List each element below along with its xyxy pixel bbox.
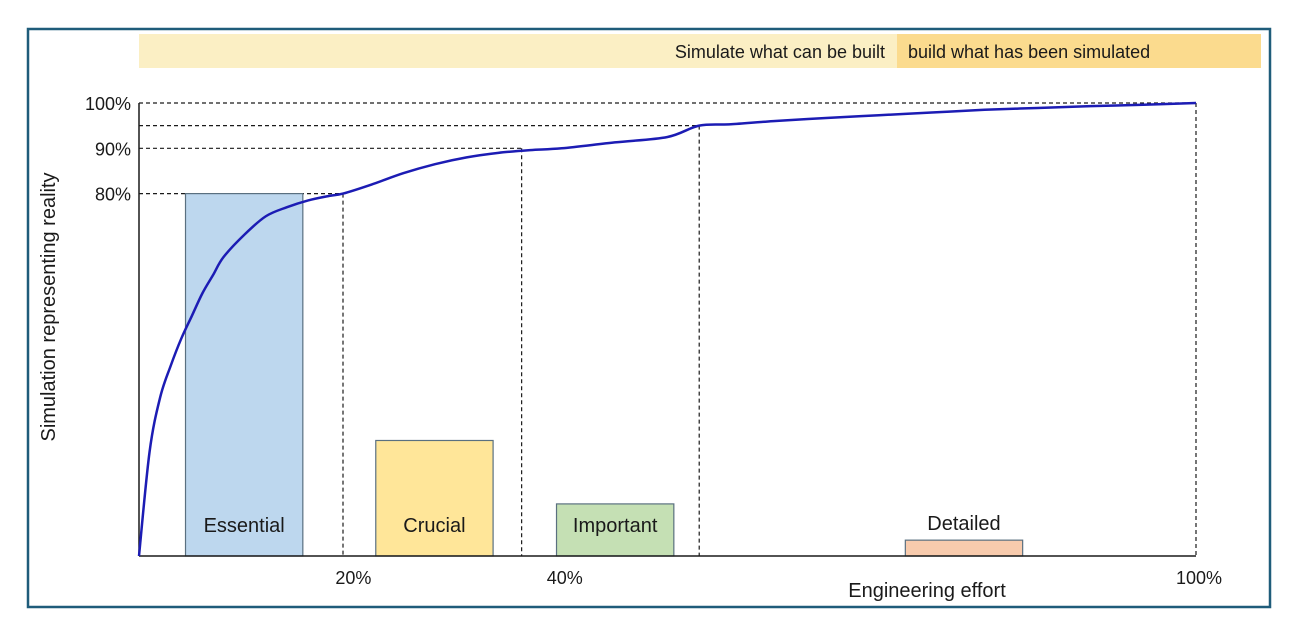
y-axis-label: Simulation representing reality [38, 172, 60, 441]
banner-right-text: build what has been simulated [908, 42, 1150, 62]
bar-label-important: Important [573, 515, 658, 537]
bars: Essential Crucial Important Detailed [184, 193, 1024, 557]
x-tick-label: 100% [1176, 568, 1222, 588]
banner-right-band [897, 34, 1261, 68]
banner-left-band [139, 34, 899, 68]
series-line [137, 101, 1197, 557]
x-tick-label: 40% [547, 568, 583, 588]
banner-left-text: Simulate what can be built [675, 42, 885, 62]
reference-lines [139, 102, 1197, 556]
chart-border [26, 27, 1272, 609]
bar-label-essential: Essential [204, 515, 285, 537]
y-tick-label: 80% [95, 185, 131, 205]
y-tick-label: 100% [85, 94, 131, 114]
bar-detailed [904, 539, 1024, 557]
bar-essential [184, 193, 304, 557]
x-axis-label: Engineering effort [848, 580, 1006, 602]
bar-label-detailed: Detailed [927, 513, 1000, 535]
bar-important [555, 503, 675, 557]
bar-crucial [375, 439, 494, 557]
curve-layer [137, 101, 1197, 557]
banner: Simulate what can be built build what ha… [139, 34, 1261, 68]
axes [138, 103, 1196, 557]
x-tick-label: 20% [335, 568, 371, 588]
tick-labels: 80% 90% 100% 20% 40% 100% [85, 94, 1222, 588]
bar-label-crucial: Crucial [403, 515, 465, 537]
y-tick-label: 90% [95, 139, 131, 159]
